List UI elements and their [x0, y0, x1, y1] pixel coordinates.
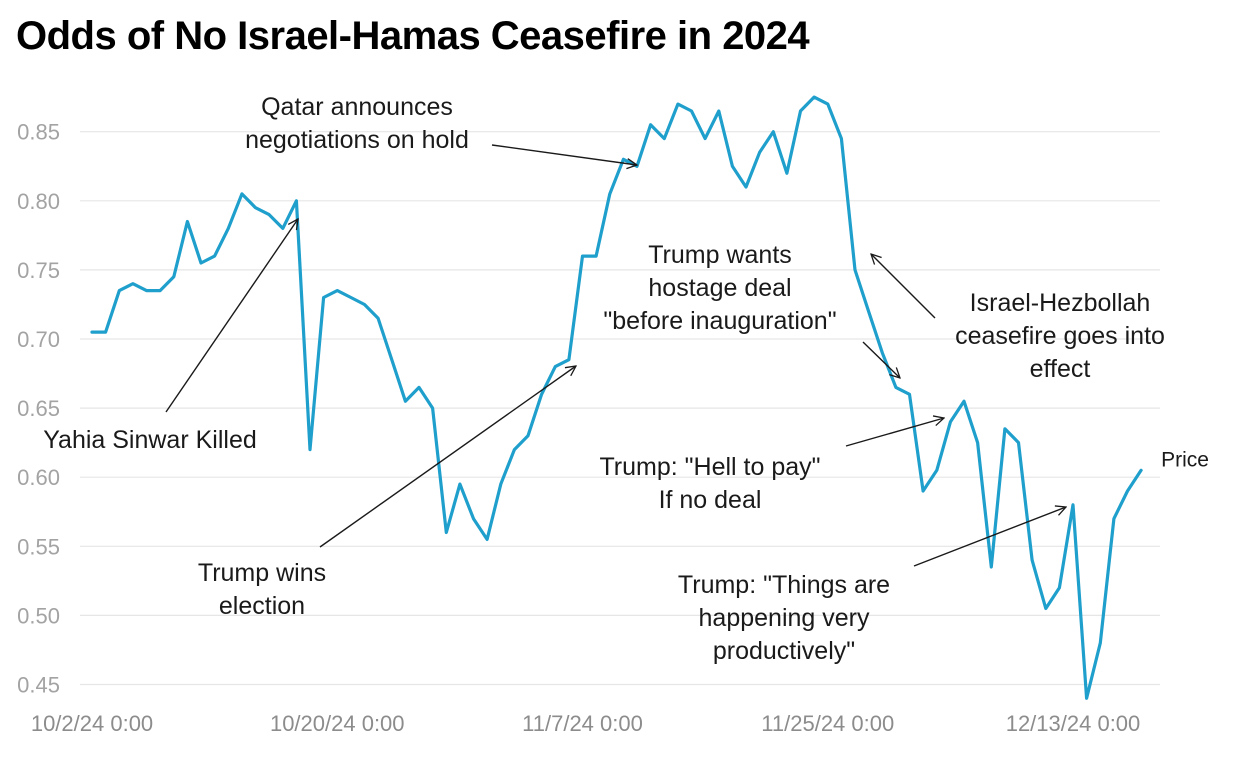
series-line-price — [90, 95, 1143, 700]
annotation-text: Israel-Hezbollah — [970, 289, 1151, 317]
x-tick-label: 10/20/24 0:00 — [270, 711, 405, 736]
y-tick-label: 0.50 — [17, 603, 60, 628]
y-tick-label: 0.55 — [17, 534, 60, 559]
gridlines — [80, 131, 1160, 686]
y-tick-label: 0.85 — [17, 120, 60, 145]
y-tick-label: 0.80 — [17, 189, 60, 214]
y-tick-label: 0.60 — [17, 465, 60, 490]
annotation: Trump wins election — [198, 366, 576, 620]
annotation-arrow — [491, 144, 637, 165]
annotation-arrow — [913, 507, 1066, 567]
annotation-text: hostage deal — [648, 274, 791, 302]
annotation: Trump: "Things are happening very producti… — [678, 507, 1066, 665]
annotation: Yahia Sinwar Killed — [43, 219, 298, 454]
series-labels: Price — [1161, 448, 1209, 471]
annotation: Trump wants hostage deal "before inaugurat… — [603, 241, 900, 378]
annotation-arrow — [845, 418, 944, 447]
series-label-price: Price — [1161, 448, 1209, 471]
x-tick-label: 12/13/24 0:00 — [1006, 711, 1141, 736]
x-axis-ticks: 10/2/24 0:00 10/20/24 0:00 11/7/24 0:00 11/… — [31, 711, 1140, 736]
x-tick-label: 10/2/24 0:00 — [31, 711, 153, 736]
annotation-arrow — [165, 219, 298, 413]
annotation-text: Trump: "Things are — [678, 571, 890, 599]
annotation-text: Trump wants — [648, 241, 792, 269]
annotation-text: happening very — [699, 604, 870, 632]
annotation-text: negotiations on hold — [245, 126, 469, 154]
y-tick-label: 0.75 — [17, 258, 60, 283]
series-price — [90, 95, 1143, 700]
x-tick-label: 11/7/24 0:00 — [522, 711, 643, 736]
annotation: Trump: "Hell to pay" If no deal — [599, 418, 944, 514]
annotation-text: Trump: "Hell to pay" — [599, 453, 820, 481]
x-tick-label: 11/25/24 0:00 — [761, 711, 894, 736]
annotation-arrow — [319, 366, 576, 548]
annotation-text: productively" — [713, 637, 855, 665]
annotation: Qatar announces negotiations on hold — [245, 93, 637, 165]
annotation-text: If no deal — [659, 486, 762, 514]
annotation: Israel-Hezbollah ceasefire goes into effec… — [871, 254, 1165, 383]
y-tick-label: 0.65 — [17, 396, 60, 421]
annotation-arrow — [862, 341, 900, 378]
chart-title: Odds of No Israel-Hamas Ceasefire in 202… — [16, 14, 810, 58]
annotation-text: "before inauguration" — [603, 307, 836, 335]
annotation-text: Yahia Sinwar Killed — [43, 426, 257, 454]
y-axis-ticks: 0.45 0.50 0.55 0.60 0.65 0.70 0.75 0.80 0.85 — [17, 120, 60, 698]
y-tick-label: 0.45 — [17, 673, 60, 698]
annotation-text: election — [219, 592, 305, 620]
annotation-arrow — [871, 254, 936, 319]
annotation-text: Trump wins — [198, 559, 326, 587]
annotation-text: effect — [1030, 355, 1091, 383]
annotations: Qatar announces negotiations on hold Yahia… — [43, 93, 1165, 665]
y-tick-label: 0.70 — [17, 327, 60, 352]
annotation-text: ceasefire goes into — [955, 322, 1165, 350]
annotation-text: Qatar announces — [261, 93, 453, 121]
